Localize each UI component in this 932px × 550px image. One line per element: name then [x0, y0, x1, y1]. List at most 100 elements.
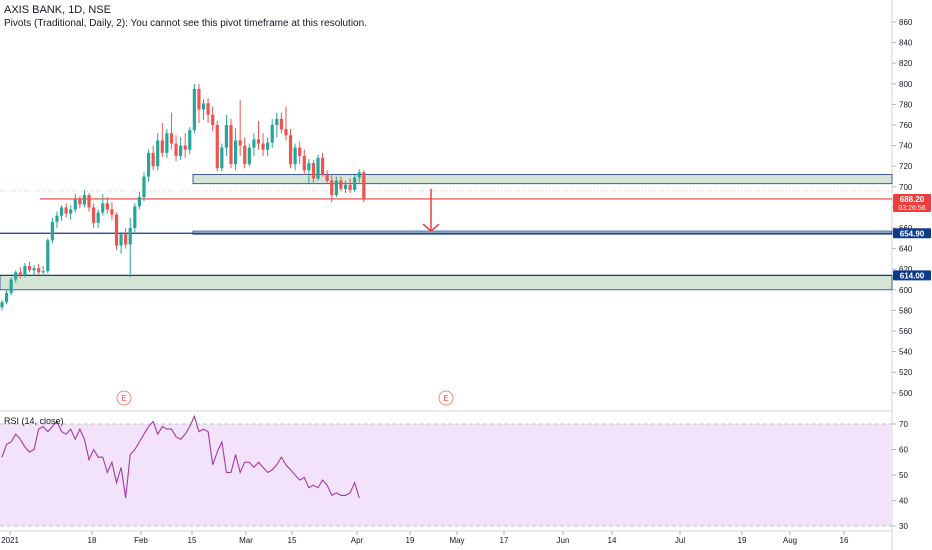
earnings-marker [116, 390, 132, 406]
candle-body [261, 143, 265, 150]
candle [211, 106, 215, 132]
candle [59, 205, 64, 221]
price-tag: 654.90 [893, 228, 931, 239]
candle-body [41, 271, 45, 273]
price-tick-label: 520 [899, 368, 913, 377]
rsi-band [0, 424, 892, 526]
candle [18, 267, 22, 279]
candle [169, 112, 174, 150]
candle-body [96, 212, 100, 223]
candle [357, 169, 361, 183]
candle [316, 154, 320, 181]
candle-body [293, 147, 297, 165]
time-tick-label: Jun [557, 536, 570, 545]
candle-body [32, 268, 36, 271]
rsi-tick-label: 60 [899, 446, 908, 455]
candle [353, 174, 357, 192]
candle-body [9, 279, 13, 293]
candle-body [362, 172, 366, 199]
candle [82, 189, 87, 208]
candle-body [55, 215, 59, 222]
candle-body [343, 184, 348, 189]
price-tick-label: 720 [899, 162, 913, 171]
price-tick-label: 620 [899, 265, 913, 274]
candle [73, 194, 77, 213]
candle-body [4, 292, 9, 303]
candle-body [101, 203, 105, 213]
candle-body [247, 147, 251, 165]
time-tick-label: Mar [239, 536, 253, 545]
candle-body [105, 203, 109, 210]
candle-body [348, 184, 352, 190]
pivot-notice: Pivots (Traditional, Daily, 2): You cann… [4, 18, 367, 29]
candle [151, 145, 155, 171]
candle-body [321, 157, 325, 175]
candle-body [188, 130, 192, 150]
candle [137, 191, 141, 210]
candle [27, 261, 32, 273]
time-tick-label: Apr [351, 536, 364, 545]
candle-body [206, 103, 210, 115]
candle-body [27, 266, 32, 271]
time-tick-label: Jul [675, 536, 685, 545]
candle [298, 141, 302, 165]
candle-body [165, 133, 169, 153]
candle-body [18, 272, 22, 276]
price-tag-bg [893, 228, 931, 239]
candle [124, 228, 128, 249]
price-tick-label: 740 [899, 142, 913, 151]
candle [156, 133, 160, 171]
candle-body [110, 209, 114, 215]
candle-body [146, 152, 151, 177]
candle [9, 277, 13, 295]
time-tick-label: 15 [288, 536, 297, 545]
candle [266, 137, 270, 156]
candle-body [325, 174, 329, 181]
time-tick-label: May [449, 536, 464, 545]
candle-body [169, 133, 174, 144]
candle-body [224, 125, 229, 148]
price-tag-value: 654.90 [900, 229, 925, 238]
candle-body [211, 114, 215, 125]
candle-body [330, 180, 334, 196]
candle [0, 300, 4, 311]
candle-body [334, 180, 338, 196]
candle-body [266, 142, 270, 150]
candle-body [233, 140, 238, 165]
candle [247, 143, 251, 167]
price-tick-label: 560 [899, 327, 913, 336]
candle [128, 217, 132, 278]
candle [197, 83, 201, 123]
candle [46, 238, 50, 274]
candle [321, 152, 325, 177]
candle [252, 133, 256, 156]
time-tick-label: 16 [840, 536, 849, 545]
candle-body [179, 145, 183, 156]
price-tick-label: 840 [899, 39, 913, 48]
candle-body [87, 195, 91, 208]
candle-body [238, 140, 242, 146]
candle [362, 170, 366, 203]
time-tick-label: 14 [608, 536, 617, 545]
candle-body [298, 147, 302, 156]
candle [32, 265, 36, 276]
candle-body [124, 234, 128, 245]
candle-body [243, 145, 247, 165]
candle [284, 106, 288, 141]
candle [37, 264, 41, 275]
candle-body [192, 88, 196, 131]
candle [325, 170, 329, 184]
candle [174, 135, 178, 162]
candle-body [201, 103, 206, 110]
candle [96, 209, 100, 228]
candle-body [23, 266, 27, 276]
candle [311, 160, 316, 183]
candle-body [128, 228, 132, 245]
candle-body [174, 143, 178, 156]
time-axis[interactable]: 2021 18 Feb 15 Mar 15 Apr 19 May 17 Jun 14 Jul 19 Aug 1… [1, 531, 849, 545]
candle-body [82, 195, 87, 205]
candle [183, 133, 187, 158]
candle-body [156, 140, 160, 167]
candle [307, 158, 311, 184]
